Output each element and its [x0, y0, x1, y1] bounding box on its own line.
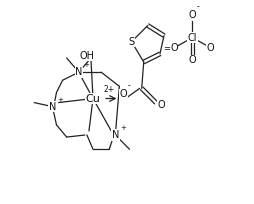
Text: 2+: 2+ [103, 85, 114, 94]
Text: S: S [128, 37, 134, 47]
Text: +: + [83, 62, 89, 68]
Text: =: = [163, 44, 170, 53]
Text: O: O [156, 100, 164, 110]
Text: OH: OH [79, 51, 94, 61]
Text: -: - [196, 2, 199, 11]
Text: O: O [170, 43, 177, 53]
Text: -: - [128, 81, 130, 90]
Text: N: N [75, 67, 82, 77]
Text: O: O [206, 43, 214, 53]
Text: Cl: Cl [187, 33, 196, 43]
Text: N: N [111, 130, 119, 140]
Text: N: N [49, 102, 56, 112]
Text: O: O [188, 55, 196, 65]
Text: +: + [57, 96, 62, 103]
Text: O: O [188, 10, 196, 20]
Text: Cu: Cu [85, 93, 100, 103]
Text: O: O [119, 90, 127, 100]
Text: +: + [119, 125, 125, 131]
